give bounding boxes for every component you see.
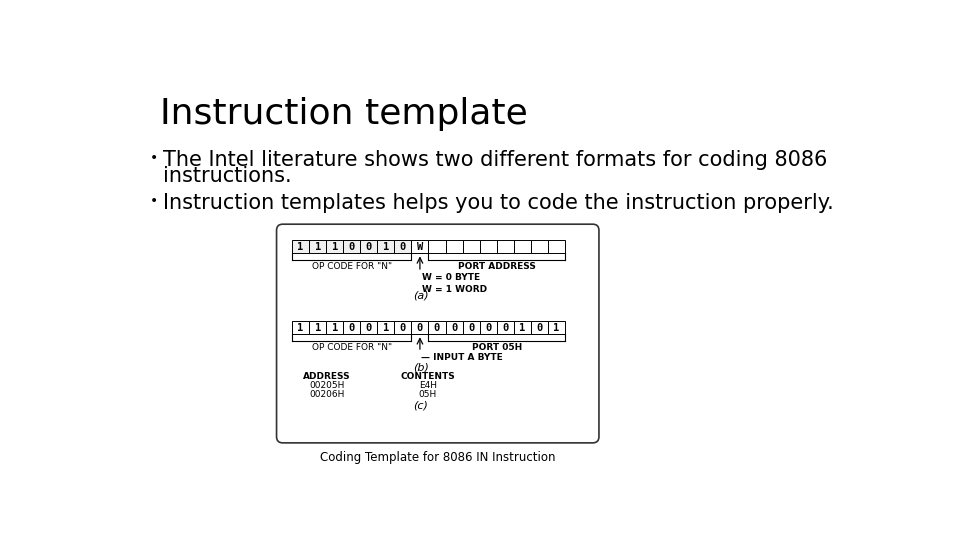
Text: 1: 1: [298, 242, 303, 252]
Text: — INPUT A BYTE: — INPUT A BYTE: [421, 353, 503, 362]
Bar: [496, 240, 514, 253]
Text: (a): (a): [413, 291, 428, 300]
Bar: [548, 240, 564, 253]
Bar: [292, 321, 309, 334]
Text: W: W: [417, 242, 423, 252]
Bar: [326, 321, 344, 334]
Bar: [360, 321, 377, 334]
Bar: [309, 321, 326, 334]
Bar: [395, 321, 412, 334]
Text: 1: 1: [315, 323, 321, 333]
Text: 00205H: 00205H: [309, 381, 345, 390]
Text: PORT 05H: PORT 05H: [471, 343, 522, 352]
Text: OP CODE FOR "N": OP CODE FOR "N": [312, 343, 392, 352]
Text: 1: 1: [315, 242, 321, 252]
Bar: [514, 321, 531, 334]
Text: 1: 1: [383, 323, 389, 333]
Bar: [548, 321, 564, 334]
Text: 00206H: 00206H: [309, 390, 345, 399]
Text: 1: 1: [298, 323, 303, 333]
Text: 1: 1: [383, 242, 389, 252]
Bar: [496, 321, 514, 334]
Text: The Intel literature shows two different formats for coding 8086: The Intel literature shows two different…: [162, 150, 827, 170]
FancyBboxPatch shape: [276, 224, 599, 443]
Text: Instruction template: Instruction template: [160, 97, 528, 131]
Bar: [480, 240, 496, 253]
Bar: [531, 240, 548, 253]
Text: •: •: [150, 194, 157, 208]
Bar: [377, 240, 395, 253]
Text: 0: 0: [451, 323, 457, 333]
Text: PORT ADDRESS: PORT ADDRESS: [458, 262, 536, 271]
Bar: [514, 240, 531, 253]
Bar: [326, 240, 344, 253]
Bar: [344, 240, 360, 253]
Text: ADDRESS: ADDRESS: [303, 372, 350, 381]
Text: 1: 1: [331, 242, 338, 252]
Text: 1: 1: [331, 323, 338, 333]
Bar: [395, 240, 412, 253]
Text: 1: 1: [519, 323, 525, 333]
Text: 0: 0: [434, 323, 440, 333]
Text: Instruction templates helps you to code the instruction properly.: Instruction templates helps you to code …: [162, 193, 833, 213]
Text: CONTENTS: CONTENTS: [400, 372, 455, 381]
Bar: [531, 321, 548, 334]
Bar: [480, 321, 496, 334]
Text: (b): (b): [413, 363, 428, 373]
Text: E4H: E4H: [419, 381, 437, 390]
Text: 0: 0: [502, 323, 508, 333]
Text: (c): (c): [413, 401, 428, 410]
Bar: [344, 321, 360, 334]
Bar: [428, 321, 445, 334]
Bar: [428, 240, 445, 253]
Text: 0: 0: [485, 323, 492, 333]
Bar: [412, 240, 428, 253]
Text: 05H: 05H: [419, 390, 437, 399]
Bar: [309, 240, 326, 253]
Text: OP CODE FOR "N": OP CODE FOR "N": [312, 262, 392, 271]
Text: W = 0 BYTE
W = 1 WORD: W = 0 BYTE W = 1 WORD: [422, 273, 488, 294]
Text: instructions.: instructions.: [162, 166, 291, 186]
Text: 0: 0: [348, 242, 355, 252]
Bar: [292, 240, 309, 253]
Text: •: •: [150, 151, 157, 165]
Text: 0: 0: [399, 242, 406, 252]
Text: 0: 0: [399, 323, 406, 333]
Text: 0: 0: [536, 323, 542, 333]
Bar: [445, 240, 463, 253]
Text: 0: 0: [366, 242, 372, 252]
Text: Coding Template for 8086 IN Instruction: Coding Template for 8086 IN Instruction: [320, 450, 556, 463]
Text: 0: 0: [417, 323, 423, 333]
Bar: [463, 240, 480, 253]
Text: 0: 0: [468, 323, 474, 333]
Bar: [463, 321, 480, 334]
Bar: [445, 321, 463, 334]
Bar: [412, 321, 428, 334]
Text: 1: 1: [553, 323, 560, 333]
Bar: [360, 240, 377, 253]
Bar: [377, 321, 395, 334]
Text: 0: 0: [366, 323, 372, 333]
Text: 0: 0: [348, 323, 355, 333]
